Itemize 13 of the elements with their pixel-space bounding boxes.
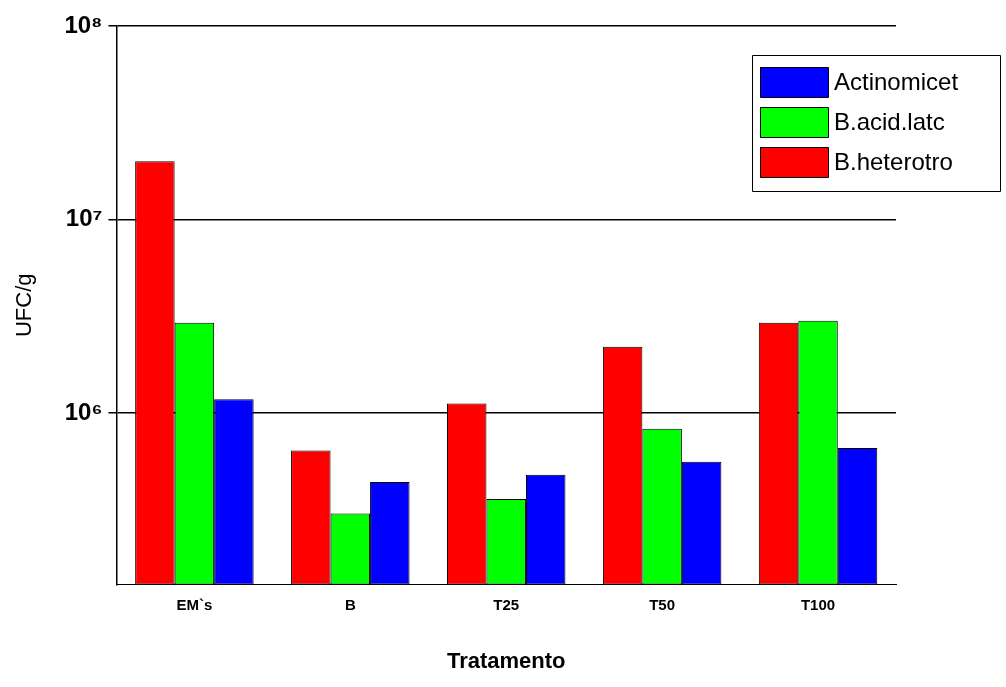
x-tick-label: T50 (649, 595, 676, 613)
x-tick-label: T100 (800, 595, 836, 613)
x-tick-label: B (344, 595, 356, 613)
x-axis-title: Tratamento (446, 647, 566, 673)
y-tick-label: 10⁷ (65, 204, 103, 232)
y-axis-title: UFC/g (11, 273, 37, 338)
legend-label: Actinomicet (834, 67, 959, 95)
x-tick-label: T25 (493, 595, 520, 613)
legend-label: B.heterotro (834, 147, 953, 175)
y-tick-label: 10⁶ (64, 397, 103, 425)
y-tick-label: 10⁸ (64, 10, 103, 38)
legend-label: B.acid.latc (834, 107, 945, 135)
x-tick-label: EM`s (176, 595, 213, 613)
